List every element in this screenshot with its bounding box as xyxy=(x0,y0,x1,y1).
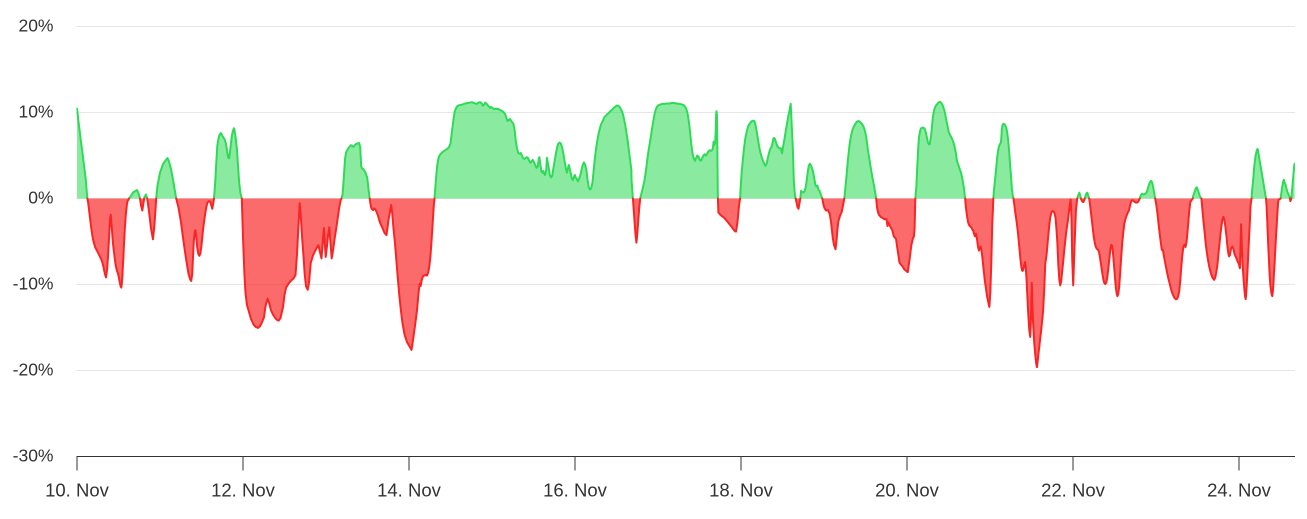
svg-text:-10%: -10% xyxy=(13,274,54,294)
svg-text:12. Nov: 12. Nov xyxy=(211,480,276,501)
svg-text:10. Nov: 10. Nov xyxy=(45,480,110,501)
svg-text:24. Nov: 24. Nov xyxy=(1207,480,1272,501)
svg-text:0%: 0% xyxy=(28,188,53,208)
svg-text:22. Nov: 22. Nov xyxy=(1041,480,1106,501)
svg-text:20%: 20% xyxy=(18,16,53,36)
svg-text:18. Nov: 18. Nov xyxy=(709,480,774,501)
svg-text:-20%: -20% xyxy=(13,360,54,380)
svg-text:16. Nov: 16. Nov xyxy=(543,480,608,501)
svg-text:-30%: -30% xyxy=(13,446,54,466)
svg-text:20. Nov: 20. Nov xyxy=(875,480,940,501)
svg-text:10%: 10% xyxy=(18,102,53,122)
svg-text:14. Nov: 14. Nov xyxy=(377,480,442,501)
